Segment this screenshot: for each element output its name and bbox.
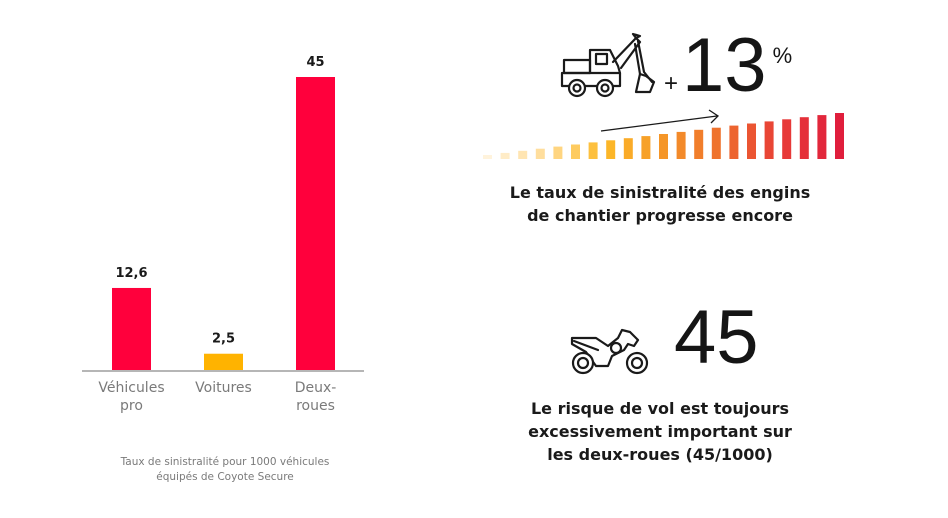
- bar-v-hicules-pro: [112, 287, 151, 370]
- stat-value-deux-roues: 45: [674, 295, 759, 380]
- trend-bar: [571, 144, 580, 159]
- bars-layer: [112, 77, 335, 370]
- trend-bar: [623, 138, 633, 159]
- bar-deux-roues: [296, 77, 335, 370]
- stat-value-engins: 13: [682, 23, 767, 108]
- stat-suffix: %: [772, 43, 793, 68]
- motorcycle-icon: [570, 328, 649, 375]
- trend-bar: [641, 136, 651, 159]
- stat-description-engins: Le taux de sinistralité des engins de ch…: [470, 181, 850, 227]
- trend-bar: [606, 140, 616, 159]
- trend-bar: [500, 152, 510, 159]
- trend-bar: [588, 142, 598, 159]
- stat-deux-roues: 45: [674, 296, 759, 380]
- trend-bar: [483, 155, 492, 159]
- desc-line: les deux-roues (45/1000): [547, 445, 773, 464]
- trend-bar: [782, 119, 792, 159]
- trend-bars: [483, 113, 844, 159]
- trend-bar: [764, 121, 774, 159]
- labels-layer: 12,6 Véhicules pro 2,5 Voitures 45 Deux-roues: [98, 55, 336, 414]
- trend-bar: [747, 123, 756, 159]
- caption-line-1: Taux de sinistralité pour 1000 véhicules: [120, 456, 330, 468]
- category-label: pro: [120, 398, 143, 414]
- trend-bar: [553, 146, 563, 159]
- trend-bar: [711, 127, 721, 159]
- value-label: 12,6: [115, 266, 147, 281]
- excavator-icon: [560, 32, 656, 98]
- trend-bar: [729, 125, 739, 159]
- chart-caption: Taux de sinistralité pour 1000 véhicules…: [80, 455, 370, 485]
- trend-bar: [535, 148, 545, 159]
- trend-bar: [676, 131, 686, 159]
- desc-line: Le taux de sinistralité des engins: [509, 183, 811, 202]
- category-label: roues: [296, 398, 335, 414]
- category-label: Véhicules: [98, 380, 164, 396]
- trend-bar: [835, 113, 844, 159]
- stat-prefix: +: [664, 70, 679, 97]
- desc-line: Le risque de vol est toujours: [530, 399, 790, 418]
- stat-description-deux-roues: Le risque de vol est toujours excessivem…: [470, 397, 850, 466]
- desc-line: excessivement important sur: [528, 422, 792, 441]
- category-label: Deux-: [295, 380, 337, 396]
- value-label: 2,5: [212, 332, 235, 347]
- trend-bar: [518, 150, 528, 159]
- value-label: 45: [306, 55, 324, 70]
- trend-bar: [694, 129, 704, 159]
- trend-arrow: [600, 109, 720, 132]
- category-label: Voitures: [195, 380, 252, 396]
- trend-bar: [659, 134, 668, 159]
- trend-bar: [799, 117, 809, 159]
- desc-line: de chantier progresse encore: [527, 206, 793, 225]
- caption-line-2: équipés de Coyote Secure: [156, 471, 294, 483]
- bar-voitures: [204, 353, 243, 370]
- trend-bar: [817, 115, 827, 159]
- stat-engins: + 13 %: [664, 24, 792, 108]
